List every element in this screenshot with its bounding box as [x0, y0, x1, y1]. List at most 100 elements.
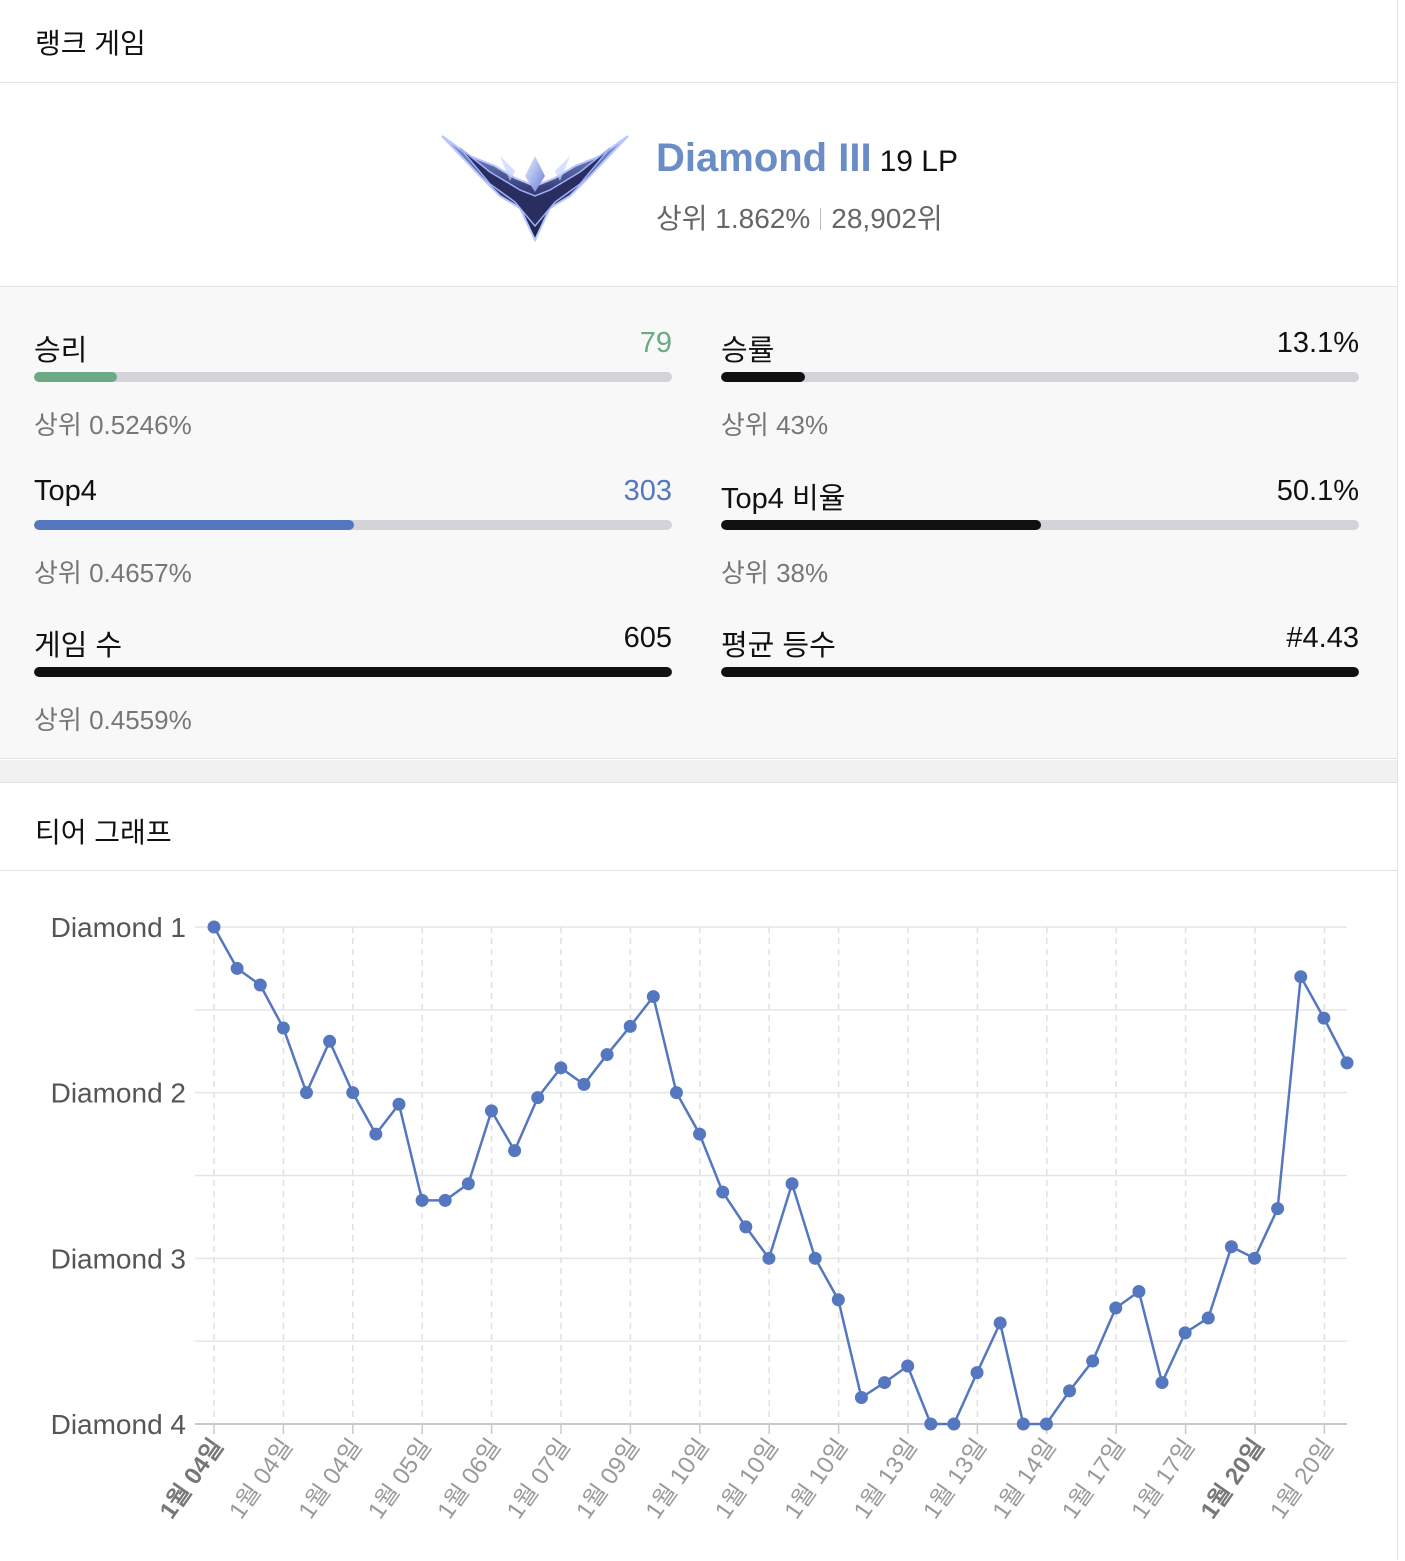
tier-ranking: 상위 1.862% 28,902위 — [656, 197, 943, 237]
data-point[interactable] — [924, 1417, 938, 1431]
x-tick-label: 1월 17일 — [1057, 1434, 1131, 1524]
stat-bar-fill — [34, 372, 117, 382]
graph-header-divider — [0, 870, 1398, 871]
stat-percentile: 상위 0.5246% — [34, 410, 192, 440]
stat-bar — [721, 372, 1359, 382]
data-point[interactable] — [693, 1127, 707, 1141]
separator — [820, 208, 822, 230]
data-point[interactable] — [1224, 1240, 1238, 1254]
stat-bar — [34, 520, 672, 530]
data-point[interactable] — [600, 1048, 614, 1062]
data-point[interactable] — [1294, 970, 1308, 984]
x-tick-label: 1월 04일 — [293, 1434, 367, 1524]
x-tick-label: 1월 10일 — [779, 1434, 853, 1524]
data-point[interactable] — [716, 1185, 730, 1199]
x-tick-label: 1월 05일 — [363, 1434, 437, 1524]
stat-percentile: 상위 38% — [721, 558, 829, 588]
top-percent: 상위 1.862% — [656, 203, 811, 234]
data-point[interactable] — [1132, 1284, 1146, 1298]
data-point[interactable] — [253, 978, 267, 992]
data-point[interactable] — [323, 1034, 337, 1048]
stat-percentile: 상위 0.4657% — [34, 558, 192, 588]
data-point[interactable] — [808, 1251, 822, 1265]
data-point[interactable] — [623, 1019, 637, 1033]
data-point[interactable] — [1340, 1056, 1354, 1070]
data-point[interactable] — [993, 1316, 1007, 1330]
data-point[interactable] — [508, 1144, 522, 1158]
graph-title: 티어 그래프 — [35, 817, 172, 848]
data-point[interactable] — [669, 1086, 683, 1100]
stat-percentile: 상위 0.4559% — [34, 705, 192, 735]
data-point[interactable] — [1178, 1326, 1192, 1340]
stat-bar — [34, 372, 672, 382]
data-point[interactable] — [484, 1104, 498, 1118]
data-point[interactable] — [392, 1097, 406, 1111]
data-point[interactable] — [878, 1376, 892, 1390]
stats-panel: 승리 79 상위 0.5246% 승률 13.1% 상위 43% Top4 30… — [0, 286, 1398, 759]
data-point[interactable] — [1317, 1011, 1331, 1025]
stat-bar-fill — [34, 520, 354, 530]
x-tick-label: 1월 10일 — [640, 1434, 714, 1524]
data-point[interactable] — [831, 1293, 845, 1307]
data-point[interactable] — [1063, 1384, 1077, 1398]
diamond-emblem-icon — [441, 135, 629, 243]
data-point[interactable] — [1201, 1311, 1215, 1325]
data-point[interactable] — [1248, 1251, 1262, 1265]
data-point[interactable] — [646, 990, 660, 1004]
series-line — [212, 926, 1349, 1426]
x-tick-label: 1월 07일 — [502, 1434, 576, 1524]
data-point[interactable] — [1109, 1301, 1123, 1315]
section-gap — [0, 760, 1398, 782]
data-point[interactable] — [531, 1091, 545, 1105]
stat-label: 승리 — [34, 335, 88, 367]
data-point[interactable] — [230, 961, 244, 975]
data-point[interactable] — [1016, 1417, 1030, 1431]
stat-value: #4.43 — [1286, 622, 1359, 654]
data-point[interactable] — [438, 1193, 452, 1207]
stat-label: 승률 — [721, 335, 775, 367]
data-point[interactable] — [415, 1193, 429, 1207]
data-point[interactable] — [1271, 1202, 1285, 1216]
data-point[interactable] — [299, 1086, 313, 1100]
data-point[interactable] — [207, 920, 221, 934]
league-points: 19 LP — [879, 145, 958, 178]
x-tick-label: 1월 04일 — [155, 1434, 229, 1524]
data-point[interactable] — [1039, 1417, 1053, 1431]
data-point[interactable] — [970, 1366, 984, 1380]
data-point[interactable] — [276, 1021, 290, 1035]
data-point[interactable] — [854, 1390, 868, 1404]
data-point[interactable] — [739, 1220, 753, 1234]
data-point[interactable] — [461, 1177, 475, 1191]
y-tick-label: Diamond 3 — [51, 1243, 186, 1274]
x-tick-label: 1월 20일 — [1196, 1434, 1270, 1524]
x-tick-label: 1월 06일 — [432, 1434, 506, 1524]
ranked-header-divider — [0, 82, 1398, 83]
stat-bar — [34, 667, 672, 677]
data-point[interactable] — [1155, 1376, 1169, 1390]
stat-bar-fill — [34, 667, 672, 677]
data-point[interactable] — [901, 1359, 915, 1373]
data-point[interactable] — [554, 1061, 568, 1075]
stat-label: 게임 수 — [34, 630, 123, 662]
data-point[interactable] — [369, 1127, 383, 1141]
stat-bar — [721, 520, 1359, 530]
data-point[interactable] — [762, 1251, 776, 1265]
stat-value: 303 — [623, 475, 672, 507]
x-tick-label: 1월 17일 — [1126, 1434, 1200, 1524]
data-point[interactable] — [785, 1177, 799, 1191]
x-tick-label: 1월 13일 — [849, 1434, 923, 1524]
stat-label: Top4 — [34, 475, 97, 507]
y-tick-label: Diamond 1 — [51, 912, 186, 943]
x-tick-label: 1월 10일 — [710, 1434, 784, 1524]
x-tick-label: 1월 20일 — [1265, 1434, 1339, 1524]
x-tick-label: 1월 04일 — [224, 1434, 298, 1524]
data-point[interactable] — [577, 1077, 591, 1091]
rank-position: 28,902위 — [831, 203, 943, 234]
x-tick-label: 1월 09일 — [571, 1434, 645, 1524]
stat-bar-fill — [721, 667, 1359, 677]
data-point[interactable] — [1086, 1354, 1100, 1368]
data-point[interactable] — [346, 1086, 360, 1100]
data-point[interactable] — [947, 1417, 961, 1431]
stat-bar-fill — [721, 372, 805, 382]
